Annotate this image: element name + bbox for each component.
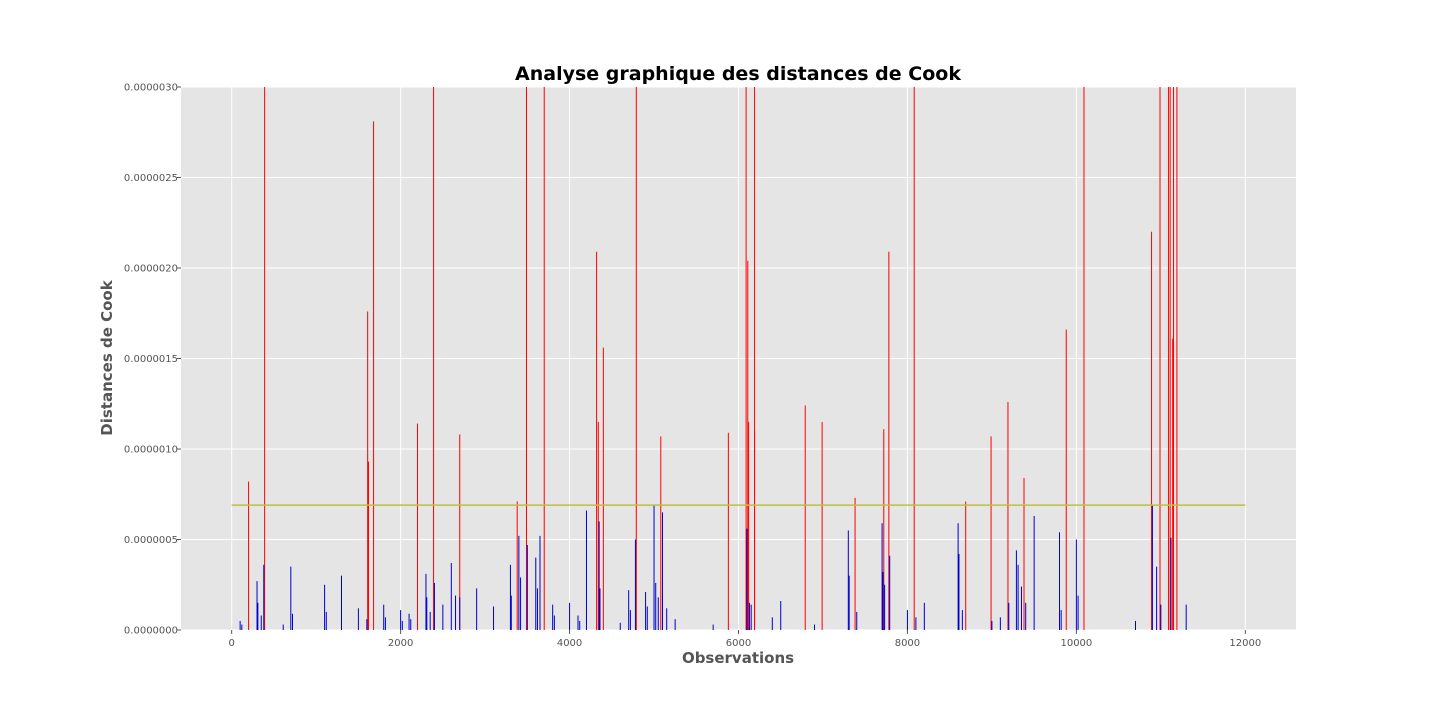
y-axis-title: Distances de Cook (98, 279, 116, 435)
y-tick-label: 0.0000000 (124, 626, 178, 637)
x-axis-title: Observations (682, 649, 794, 667)
bars-group (239, 87, 1187, 630)
y-tick-label: 0.0000005 (124, 535, 178, 546)
y-tick-label: 0.0000030 (124, 83, 178, 94)
y-tick-label: 0.0000010 (124, 445, 178, 456)
x-tick-label: 4000 (557, 638, 582, 649)
y-axis-ticks: 0.0000000 0.0000005 0.0000010 0.0000015 0.00… (124, 83, 181, 637)
x-tick-label: 10000 (1060, 638, 1092, 649)
chart-title: Analyse graphique des distances de Cook (515, 63, 961, 85)
x-tick-label: 2000 (388, 638, 413, 649)
x-axis-ticks: 0 2000 4000 6000 8000 10000 12000 (228, 630, 1261, 649)
y-tick-label: 0.0000025 (124, 173, 178, 184)
x-tick-label: 12000 (1229, 638, 1261, 649)
x-tick-label: 8000 (895, 638, 920, 649)
y-tick-label: 0.0000020 (124, 264, 178, 275)
x-tick-label: 6000 (726, 638, 751, 649)
x-tick-label: 0 (228, 638, 234, 649)
y-tick-label: 0.0000015 (124, 354, 178, 365)
